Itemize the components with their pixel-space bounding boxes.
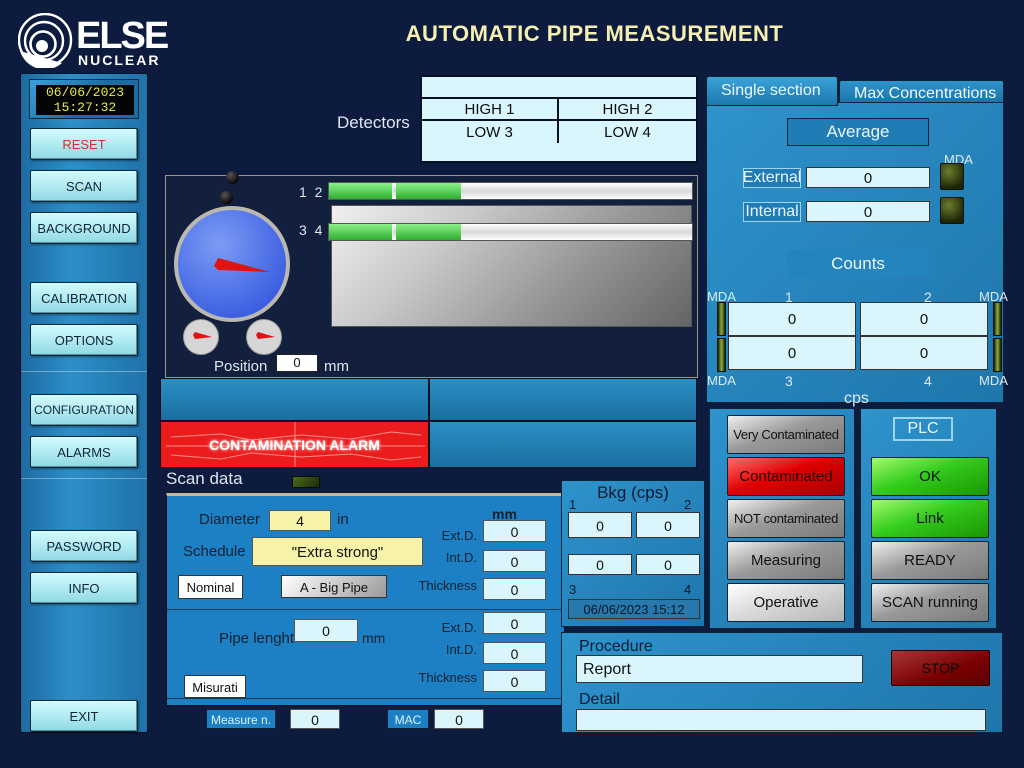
svg-text:NUCLEAR: NUCLEAR [78,52,160,68]
svg-text:ELSE: ELSE [76,15,168,57]
